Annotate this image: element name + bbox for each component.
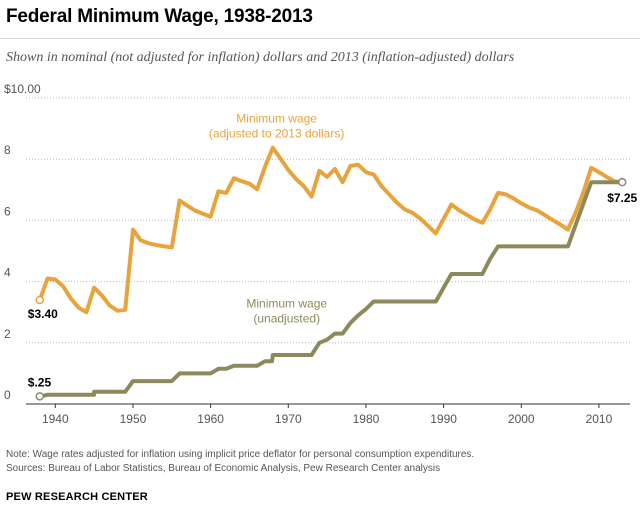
x-tick-label: 2000	[508, 412, 535, 426]
x-tick-label: 1980	[353, 412, 380, 426]
chart-note: Note: Wage rates adjusted for inflation …	[6, 449, 475, 460]
y-tick-label: 2	[4, 327, 11, 341]
y-tick-label: $10.00	[4, 82, 41, 96]
series-label-adjusted: Minimum wage (adjusted to 2013 dollars)	[209, 111, 344, 140]
series-lines	[35, 145, 627, 401]
value-annotation: $.25	[28, 375, 52, 389]
start-marker-nominal	[35, 392, 45, 401]
title-divider	[0, 38, 640, 39]
chart-title: Federal Minimum Wage, 1938-2013	[6, 6, 313, 27]
chart-sources: Sources: Bureau of Labor Statistics, Bur…	[6, 463, 441, 474]
y-tick-label: 8	[4, 143, 11, 157]
y-tick-label: 4	[4, 266, 11, 280]
start-marker-adjusted	[35, 295, 45, 305]
x-tick-label: 1950	[120, 412, 147, 426]
labels: 0 2 4 6 8 $10.00 1940 1950 1960 1970 1980 1990 2000 2…	[4, 82, 638, 426]
series-label-nominal: Minimum wage (unadjusted)	[246, 297, 327, 326]
value-annotation: $3.40	[28, 307, 58, 321]
x-tick-label: 1970	[275, 412, 302, 426]
adjusted-wage-line	[37, 145, 625, 315]
y-tick-label: 0	[4, 388, 11, 402]
minimum-wage-line-chart: 0 2 4 6 8 $10.00 1940 1950 1960 1970 1980 1990 2000 2…	[4, 82, 638, 426]
nominal-wage-line	[37, 180, 625, 399]
brand-logo-text: PEW RESEARCH CENTER	[6, 491, 148, 503]
end-marker	[617, 177, 627, 187]
x-tick-label: 2010	[586, 412, 613, 426]
brand-name: PEW RESEARCH CENTER	[6, 491, 148, 503]
y-tick-label: 6	[4, 204, 11, 218]
x-tick-label: 1940	[42, 412, 69, 426]
chart-subtitle: Shown in nominal (not adjusted for infla…	[6, 50, 515, 65]
x-tick-label: 1990	[430, 412, 457, 426]
x-tick-label: 1960	[197, 412, 224, 426]
value-annotation: $7.25	[607, 191, 637, 205]
axes	[26, 403, 630, 408]
